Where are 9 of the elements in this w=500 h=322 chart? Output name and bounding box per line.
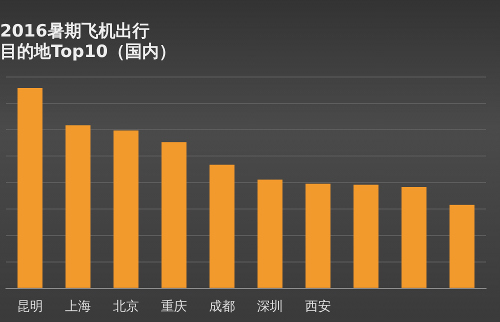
x-tick-label: 深圳	[257, 300, 283, 315]
x-tick-label: 昆明	[17, 300, 43, 315]
x-tick-label: 西安	[305, 298, 331, 315]
x-tick-label: 北京	[113, 300, 139, 315]
text: 目的地Top10（国内）	[0, 42, 176, 62]
x-tick-label: 成都	[209, 300, 235, 315]
x-tick-label: 上海	[65, 300, 91, 315]
x-tick-label: 重庆	[161, 300, 187, 315]
text: 2016暑期飞机出行	[0, 22, 150, 42]
